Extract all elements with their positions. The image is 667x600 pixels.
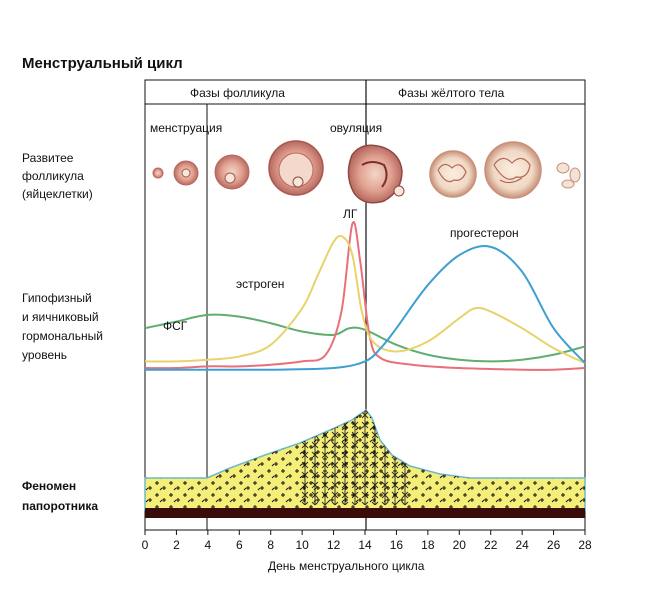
phase-follicular: Фазы фолликула (190, 86, 285, 100)
corpus-luteum-mature (484, 141, 542, 199)
label-estrogen: эстроген (236, 277, 284, 291)
svg-text:уровень: уровень (22, 348, 67, 362)
svg-text:Развитее: Развитее (22, 151, 74, 165)
fern-row-label: Феномен папоротника (22, 479, 98, 513)
x-tick-label: 8 (267, 538, 274, 552)
phase-luteal: Фазы жёлтого тела (398, 86, 505, 100)
fern-crystallization-peak (300, 410, 410, 505)
curve-progesterone (145, 245, 586, 371)
x-tick-label: 28 (578, 538, 592, 552)
curve-estrogen (144, 234, 586, 364)
follicle-illustrations (152, 140, 581, 204)
x-axis: 0 2 4 6 8 10 12 14 16 18 20 22 24 26 28 (142, 529, 592, 552)
follicle-row-label: Развитее фолликула (яйцеклетки) (22, 151, 93, 201)
x-tick-label: 12 (327, 538, 341, 552)
follicle-stage-4 (268, 140, 324, 196)
x-tick-label: 10 (295, 538, 309, 552)
diagram-title: Менструальный цикл (22, 55, 183, 72)
corpus-luteum-early (429, 150, 477, 198)
x-tick-label: 2 (173, 538, 180, 552)
x-tick-label: 22 (484, 538, 498, 552)
svg-text:(яйцеклетки): (яйцеклетки) (22, 187, 93, 201)
x-tick-label: 26 (547, 538, 561, 552)
svg-text:Гипофизный: Гипофизный (22, 291, 92, 305)
marker-ovulation: овуляция (330, 121, 382, 135)
x-tick-label: 4 (205, 538, 212, 552)
label-progesterone: прогестерон (450, 226, 519, 240)
label-fsh: ФСГ (163, 319, 188, 333)
hormone-row-label: Гипофизный и яичниковый гормональный уро… (22, 291, 103, 362)
x-tick-label: 24 (515, 538, 529, 552)
svg-text:папоротника: папоротника (22, 499, 98, 513)
x-tick-label: 16 (390, 538, 404, 552)
curve-lh (144, 221, 586, 371)
fern-base (145, 508, 585, 518)
label-lh: ЛГ (343, 207, 358, 221)
svg-text:и яичниковый: и яичниковый (22, 310, 99, 324)
x-tick-label: 20 (453, 538, 467, 552)
corpus-albicans (556, 162, 581, 189)
curve-fsh (144, 313, 586, 363)
x-tick-label: 0 (142, 538, 149, 552)
svg-text:фолликула: фолликула (22, 169, 84, 183)
follicle-stage-2 (173, 160, 199, 186)
hormone-curves (144, 221, 586, 371)
x-axis-label: День менструального цикла (268, 559, 425, 573)
marker-menstruation: менструация (150, 121, 222, 135)
x-tick-label: 6 (236, 538, 243, 552)
x-tick-label: 14 (358, 538, 372, 552)
x-tick-label: 18 (421, 538, 435, 552)
svg-text:Феномен: Феномен (22, 479, 76, 493)
follicle-stage-1 (152, 167, 164, 179)
follicle-stage-3 (214, 154, 250, 190)
svg-text:гормональный: гормональный (22, 329, 103, 343)
fern-phenomenon (144, 408, 586, 518)
follicle-ovulating (347, 144, 405, 204)
